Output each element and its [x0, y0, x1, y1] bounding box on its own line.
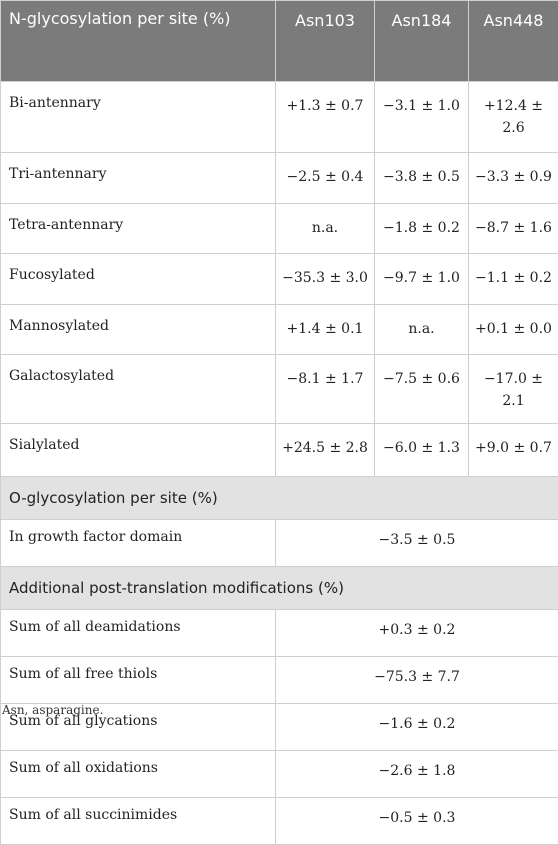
- section-header-o-glycosylation: O-glycosylation per site (%): [1, 477, 558, 520]
- cell-asn103: +24.5 ± 2.8: [276, 424, 375, 477]
- table-row: In growth factor domain −3.5 ± 0.5: [1, 520, 558, 567]
- table-row: Tetra-antennary n.a. −1.8 ± 0.2 −8.7 ± 1…: [1, 204, 558, 254]
- table-row: Galactosylated −8.1 ± 1.7 −7.5 ± 0.6 −17…: [1, 355, 558, 424]
- table-row: Fucosylated −35.3 ± 3.0 −9.7 ± 1.0 −1.1 …: [1, 254, 558, 305]
- row-label: Tetra-antennary: [1, 204, 276, 254]
- header-asn184: Asn184: [375, 1, 469, 82]
- cell-value: −75.3 ± 7.7: [276, 657, 558, 704]
- table-row: Sum of all oxidations −2.6 ± 1.8: [1, 751, 558, 798]
- cell-asn448: −1.1 ± 0.2: [469, 254, 558, 305]
- table-row: Tri-antennary −2.5 ± 0.4 −3.8 ± 0.5 −3.3…: [1, 153, 558, 204]
- table-header-row: N-glycosylation per site (%) Asn103 Asn1…: [1, 1, 558, 82]
- cell-asn448: −3.3 ± 0.9: [469, 153, 558, 204]
- header-asn448: Asn448: [469, 1, 558, 82]
- cell-value: −0.5 ± 0.3: [276, 798, 558, 845]
- cell-asn184: −1.8 ± 0.2: [375, 204, 469, 254]
- section-header-ptm: Additional post-translation modification…: [1, 567, 558, 610]
- cell-asn103: −2.5 ± 0.4: [276, 153, 375, 204]
- cell-asn103: n.a.: [276, 204, 375, 254]
- cell-asn184: −7.5 ± 0.6: [375, 355, 469, 424]
- cell-asn184: −3.8 ± 0.5: [375, 153, 469, 204]
- cell-asn103: −8.1 ± 1.7: [276, 355, 375, 424]
- header-asn103: Asn103: [276, 1, 375, 82]
- row-label: Sum of all oxidations: [1, 751, 276, 798]
- cell-value: −2.6 ± 1.8: [276, 751, 558, 798]
- table-row: Sum of all succinimides −0.5 ± 0.3: [1, 798, 558, 845]
- row-label: Mannosylated: [1, 305, 276, 355]
- row-label: In growth factor domain: [1, 520, 276, 567]
- cell-value: +0.3 ± 0.2: [276, 610, 558, 657]
- table-row: Bi-antennary +1.3 ± 0.7 −3.1 ± 1.0 +12.4…: [1, 82, 558, 153]
- cell-asn448: +0.1 ± 0.0: [469, 305, 558, 355]
- row-label: Bi-antennary: [1, 82, 276, 153]
- table-footnote: Asn, asparagine.: [2, 703, 103, 717]
- section-title: O-glycosylation per site (%): [1, 477, 558, 520]
- cell-value: −3.5 ± 0.5: [276, 520, 558, 567]
- section-title: Additional post-translation modification…: [1, 567, 558, 610]
- cell-value: −1.6 ± 0.2: [276, 704, 558, 751]
- row-label: Sum of all succinimides: [1, 798, 276, 845]
- table-row: Sum of all deamidations +0.3 ± 0.2: [1, 610, 558, 657]
- cell-asn448: +12.4 ± 2.6: [469, 82, 558, 153]
- cell-asn448: −8.7 ± 1.6: [469, 204, 558, 254]
- cell-asn448: +9.0 ± 0.7: [469, 424, 558, 477]
- cell-asn103: +1.3 ± 0.7: [276, 82, 375, 153]
- cell-asn184: −3.1 ± 1.0: [375, 82, 469, 153]
- row-label: Sum of all deamidations: [1, 610, 276, 657]
- row-label: Fucosylated: [1, 254, 276, 305]
- cell-asn103: −35.3 ± 3.0: [276, 254, 375, 305]
- cell-asn184: −9.7 ± 1.0: [375, 254, 469, 305]
- table-row: Sialylated +24.5 ± 2.8 −6.0 ± 1.3 +9.0 ±…: [1, 424, 558, 477]
- row-label: Galactosylated: [1, 355, 276, 424]
- table-row: Sum of all free thiols −75.3 ± 7.7: [1, 657, 558, 704]
- table-row: Mannosylated +1.4 ± 0.1 n.a. +0.1 ± 0.0: [1, 305, 558, 355]
- row-label: Sialylated: [1, 424, 276, 477]
- cell-asn448: −17.0 ± 2.1: [469, 355, 558, 424]
- cell-asn103: +1.4 ± 0.1: [276, 305, 375, 355]
- row-label: Tri-antennary: [1, 153, 276, 204]
- cell-asn184: n.a.: [375, 305, 469, 355]
- row-label: Sum of all free thiols: [1, 657, 276, 704]
- header-n-glycosylation: N-glycosylation per site (%): [1, 1, 276, 82]
- cell-asn184: −6.0 ± 1.3: [375, 424, 469, 477]
